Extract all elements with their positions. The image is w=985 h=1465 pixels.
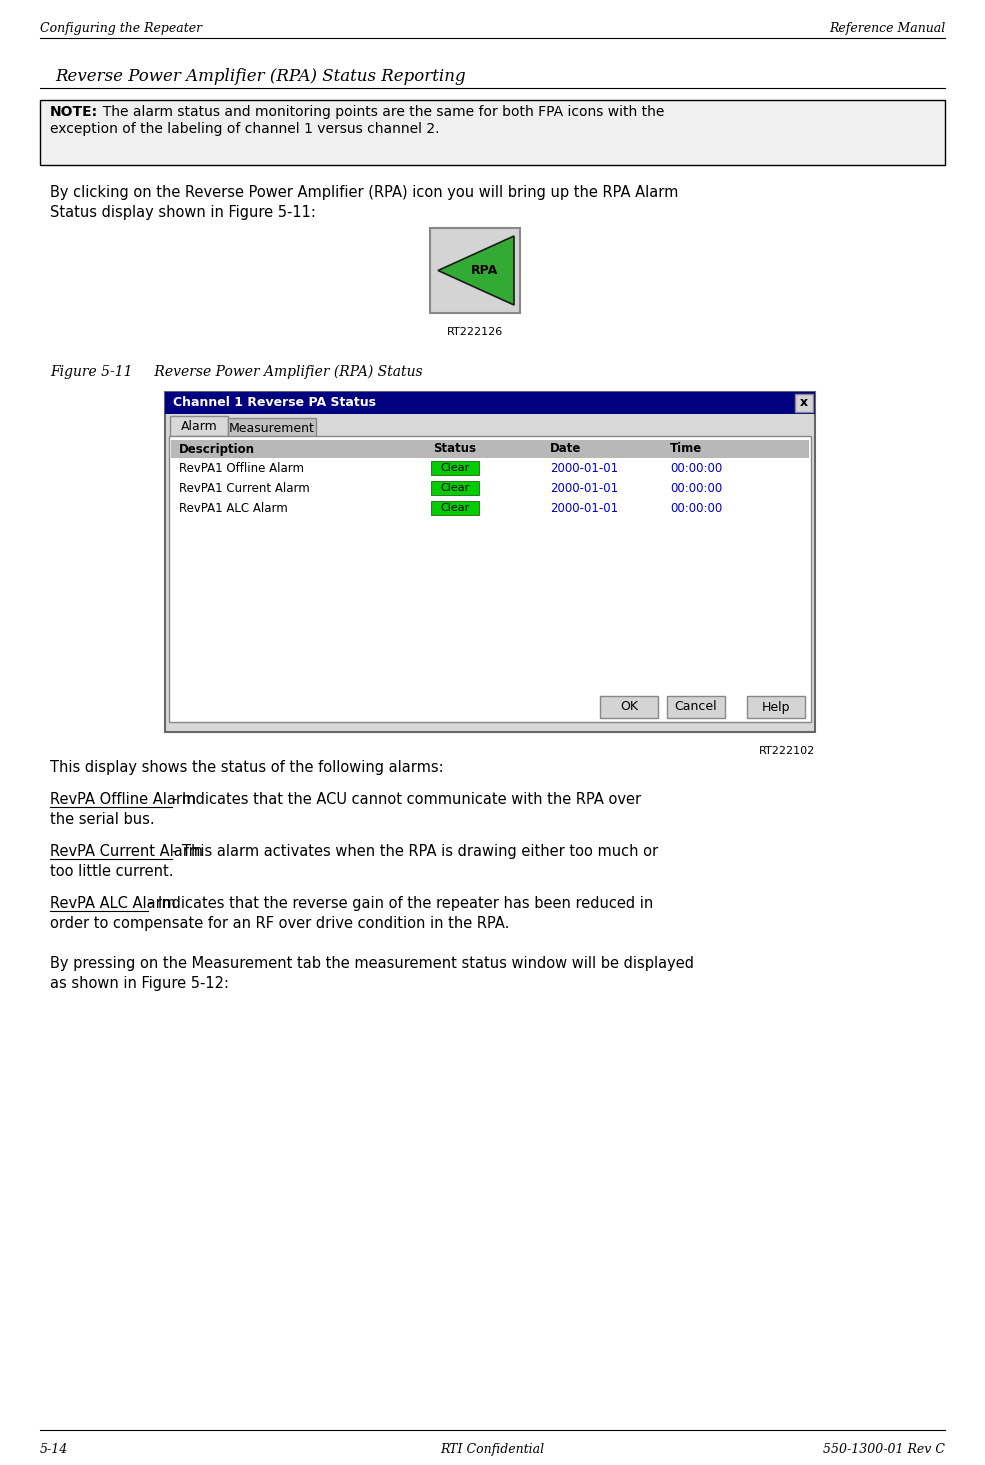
FancyBboxPatch shape xyxy=(171,478,809,498)
Text: Help: Help xyxy=(761,700,790,713)
Text: OK: OK xyxy=(620,700,638,713)
FancyBboxPatch shape xyxy=(431,461,479,475)
FancyBboxPatch shape xyxy=(40,100,945,166)
Text: RT222102: RT222102 xyxy=(758,746,815,756)
Text: RT222126: RT222126 xyxy=(447,327,503,337)
FancyBboxPatch shape xyxy=(600,696,658,718)
Text: - Indicates that the ACU cannot communicate with the RPA over: - Indicates that the ACU cannot communic… xyxy=(172,793,641,807)
Text: 5-14: 5-14 xyxy=(40,1443,68,1456)
FancyBboxPatch shape xyxy=(165,393,815,415)
Text: 00:00:00: 00:00:00 xyxy=(670,461,722,475)
Text: 2000-01-01: 2000-01-01 xyxy=(550,501,619,514)
Text: 2000-01-01: 2000-01-01 xyxy=(550,461,619,475)
Text: By clicking on the Reverse Power Amplifier (RPA) icon you will bring up the RPA : By clicking on the Reverse Power Amplifi… xyxy=(50,185,679,201)
FancyBboxPatch shape xyxy=(795,394,813,412)
Text: - Indicates that the reverse gain of the repeater has been reduced in: - Indicates that the reverse gain of the… xyxy=(148,897,653,911)
FancyBboxPatch shape xyxy=(171,498,809,519)
Text: RevPA Offline Alarm: RevPA Offline Alarm xyxy=(50,793,201,807)
Text: RPA: RPA xyxy=(472,264,498,277)
Text: This display shows the status of the following alarms:: This display shows the status of the fol… xyxy=(50,760,443,775)
Text: Reference Manual: Reference Manual xyxy=(828,22,945,35)
Text: 00:00:00: 00:00:00 xyxy=(670,501,722,514)
Text: 2000-01-01: 2000-01-01 xyxy=(550,482,619,495)
FancyBboxPatch shape xyxy=(747,696,805,718)
Text: NOTE:: NOTE: xyxy=(50,105,98,119)
FancyBboxPatch shape xyxy=(431,481,479,495)
Text: Reverse Power Amplifier (RPA) Status Reporting: Reverse Power Amplifier (RPA) Status Rep… xyxy=(55,67,466,85)
Text: 00:00:00: 00:00:00 xyxy=(670,482,722,495)
Text: RevPA1 Current Alarm: RevPA1 Current Alarm xyxy=(179,482,309,495)
Text: Clear: Clear xyxy=(440,502,470,513)
FancyBboxPatch shape xyxy=(171,440,809,459)
Text: By pressing on the Measurement tab the measurement status window will be display: By pressing on the Measurement tab the m… xyxy=(50,957,694,971)
Text: RevPA Current Alarm: RevPA Current Alarm xyxy=(50,844,208,858)
FancyBboxPatch shape xyxy=(170,416,228,437)
Text: RevPA ALC Alarm: RevPA ALC Alarm xyxy=(50,897,180,911)
Text: too little current.: too little current. xyxy=(50,864,173,879)
Text: The alarm status and monitoring points are the same for both FPA icons with the: The alarm status and monitoring points a… xyxy=(94,105,664,119)
Text: RevPA1 Offline Alarm: RevPA1 Offline Alarm xyxy=(179,461,304,475)
Text: Channel 1 Reverse PA Status: Channel 1 Reverse PA Status xyxy=(173,397,376,410)
Text: Measurement: Measurement xyxy=(230,422,315,435)
Text: exception of the labeling of channel 1 versus channel 2.: exception of the labeling of channel 1 v… xyxy=(50,122,439,136)
Text: the serial bus.: the serial bus. xyxy=(50,812,155,828)
Text: - This alarm activates when the RPA is drawing either too much or: - This alarm activates when the RPA is d… xyxy=(172,844,658,858)
Polygon shape xyxy=(438,236,514,305)
Text: Status display shown in Figure 5-11:: Status display shown in Figure 5-11: xyxy=(50,205,316,220)
Text: as shown in Figure 5-12:: as shown in Figure 5-12: xyxy=(50,976,229,990)
Text: Alarm: Alarm xyxy=(180,419,218,432)
Text: order to compensate for an RF over drive condition in the RPA.: order to compensate for an RF over drive… xyxy=(50,916,509,930)
Text: x: x xyxy=(800,397,808,410)
Text: Description: Description xyxy=(179,442,255,456)
Text: Clear: Clear xyxy=(440,483,470,494)
FancyBboxPatch shape xyxy=(171,459,809,478)
FancyBboxPatch shape xyxy=(431,501,479,516)
Text: Cancel: Cancel xyxy=(675,700,717,713)
FancyBboxPatch shape xyxy=(169,437,811,722)
Text: RTI Confidential: RTI Confidential xyxy=(440,1443,544,1456)
Text: 550-1300-01 Rev C: 550-1300-01 Rev C xyxy=(823,1443,945,1456)
Text: Clear: Clear xyxy=(440,463,470,473)
FancyBboxPatch shape xyxy=(667,696,725,718)
Text: Time: Time xyxy=(670,442,702,456)
Text: Configuring the Repeater: Configuring the Repeater xyxy=(40,22,202,35)
FancyBboxPatch shape xyxy=(228,418,316,438)
Text: Status: Status xyxy=(433,442,476,456)
Text: Date: Date xyxy=(550,442,581,456)
FancyBboxPatch shape xyxy=(430,229,520,314)
Text: Figure 5-11     Reverse Power Amplifier (RPA) Status: Figure 5-11 Reverse Power Amplifier (RPA… xyxy=(50,365,423,379)
Text: RevPA1 ALC Alarm: RevPA1 ALC Alarm xyxy=(179,501,288,514)
FancyBboxPatch shape xyxy=(165,393,815,732)
